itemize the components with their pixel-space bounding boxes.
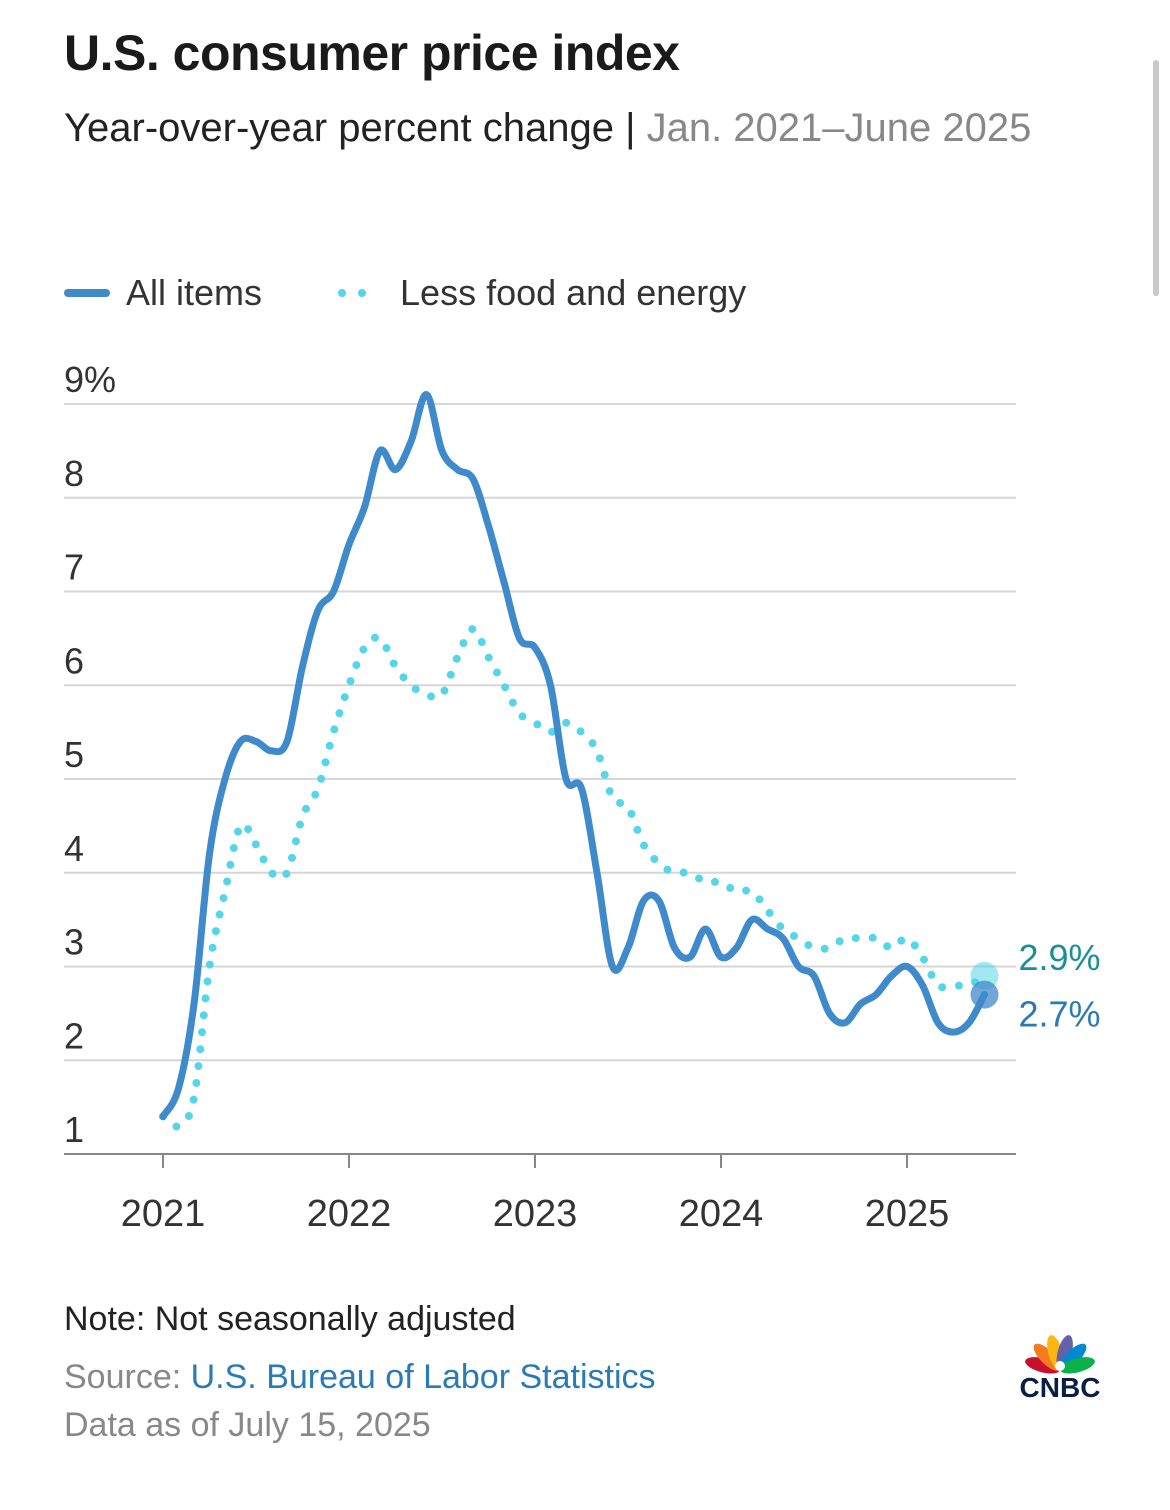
data-as-of: Data as of July 15, 2025 bbox=[64, 1406, 431, 1444]
chart-title: U.S. consumer price index bbox=[64, 25, 680, 81]
chart-legend: All items Less food and energy bbox=[64, 268, 806, 318]
y-tick-label: 1 bbox=[64, 1109, 84, 1150]
scrollbar[interactable] bbox=[1153, 60, 1159, 296]
legend-label-core: Less food and energy bbox=[400, 272, 747, 313]
end-label-core: 2.9% bbox=[1019, 937, 1101, 978]
x-tick-label: 2023 bbox=[493, 1193, 578, 1235]
cnbc-logo: CNBC bbox=[1010, 1330, 1110, 1410]
y-tick-label: 7 bbox=[64, 547, 84, 588]
source-link[interactable]: U.S. Bureau of Labor Statistics bbox=[190, 1358, 656, 1396]
chart-note: Note: Not seasonally adjusted bbox=[64, 1300, 516, 1338]
x-tick-label: 2021 bbox=[121, 1193, 206, 1235]
peacock-icon bbox=[1025, 1335, 1095, 1374]
subtitle-date-range: Jan. 2021–June 2025 bbox=[646, 106, 1032, 150]
legend-swatch-core bbox=[338, 289, 367, 297]
x-tick-label: 2025 bbox=[865, 1193, 950, 1235]
cpi-line-chart: 9% 8 7 6 5 4 3 2 1 2021 2022 2023 2024 2025 2.9% 2.7% bbox=[64, 359, 1101, 1235]
y-tick-label: 2 bbox=[64, 1015, 84, 1056]
chart-source: Source: U.S. Bureau of Labor Statistics bbox=[64, 1358, 656, 1397]
x-tick-label: 2022 bbox=[307, 1193, 392, 1235]
x-tick-label: 2024 bbox=[679, 1193, 764, 1235]
legend-item-all-items: All items bbox=[64, 272, 262, 314]
y-tick-label: 3 bbox=[64, 922, 84, 963]
end-label-all-items: 2.7% bbox=[1019, 994, 1101, 1035]
legend-item-core: Less food and energy bbox=[322, 272, 746, 314]
source-prefix: Source: bbox=[64, 1358, 191, 1396]
chart-subtitle: Year-over-year percent change | Jan. 202… bbox=[64, 100, 1104, 156]
series-line-core bbox=[159, 625, 989, 1131]
y-tick-label: 9% bbox=[64, 359, 116, 400]
y-tick-label: 4 bbox=[64, 828, 84, 869]
series-line-all-items bbox=[159, 391, 988, 1120]
subtitle-measure: Year-over-year percent change | bbox=[64, 106, 647, 150]
y-tick-label: 8 bbox=[64, 453, 84, 494]
end-marker-all-items bbox=[970, 980, 999, 1009]
legend-label-all-items: All items bbox=[126, 272, 263, 313]
y-tick-label: 5 bbox=[64, 734, 84, 775]
y-tick-label: 6 bbox=[64, 640, 84, 681]
cnbc-logo-text: CNBC bbox=[1019, 1372, 1101, 1403]
legend-swatch-all-items bbox=[64, 289, 110, 297]
